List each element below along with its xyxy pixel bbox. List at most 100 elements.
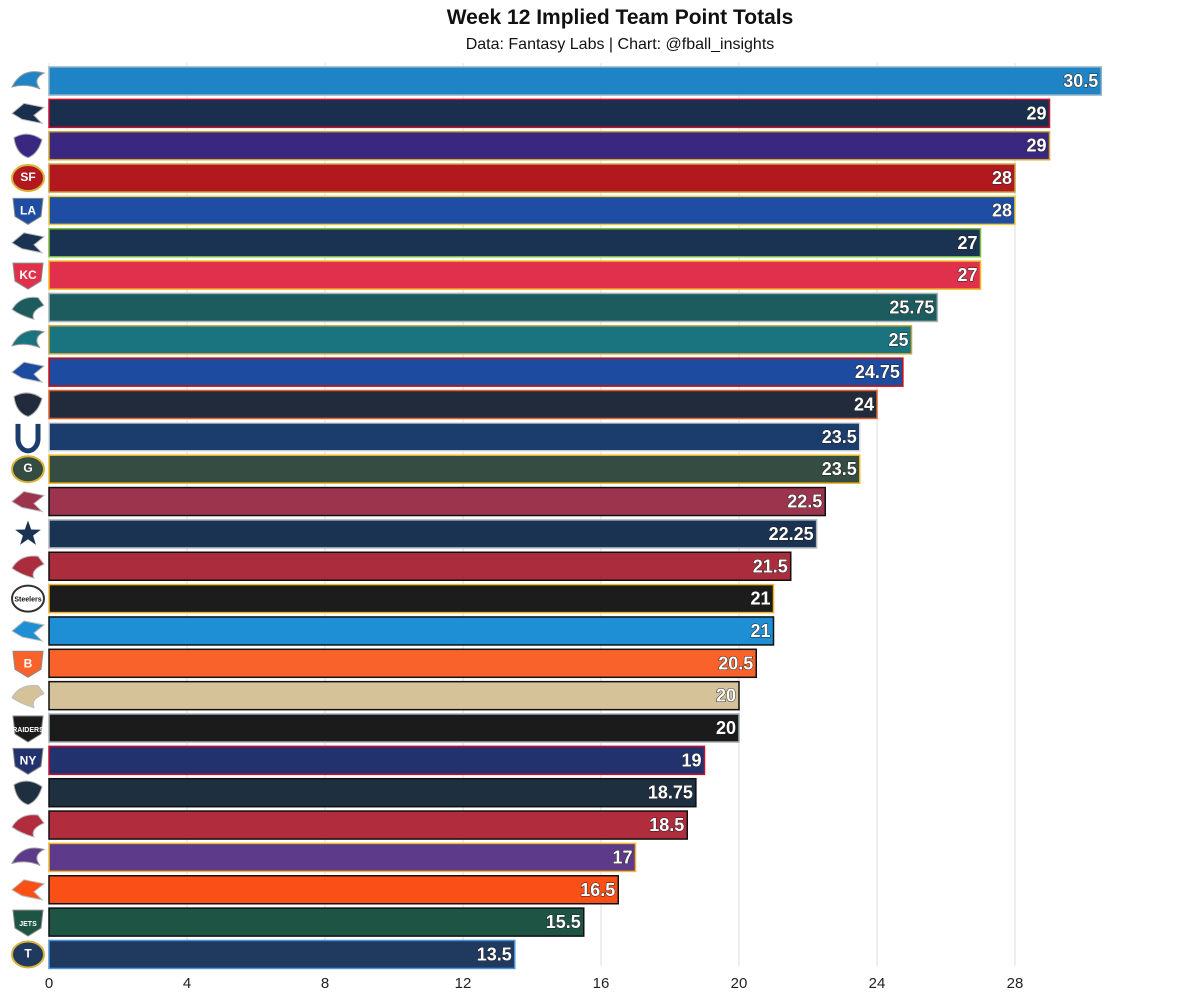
svg-text:B: B bbox=[24, 656, 33, 670]
bengal-icon: B bbox=[12, 650, 44, 678]
value-label: 30.5 bbox=[1063, 71, 1098, 91]
value-label: 17 bbox=[612, 847, 632, 867]
horseshoe-icon bbox=[15, 423, 41, 454]
ny-icon: NY bbox=[12, 747, 44, 775]
patriot-icon bbox=[11, 102, 46, 125]
value-label: 27 bbox=[957, 265, 977, 285]
flag-icon bbox=[11, 555, 45, 580]
svg-text:SF: SF bbox=[20, 170, 35, 184]
value-label: 18.5 bbox=[649, 815, 684, 835]
value-label: 29 bbox=[1026, 103, 1046, 123]
eagle-icon bbox=[11, 296, 45, 321]
x-tick-label: 12 bbox=[455, 975, 472, 992]
bar-nyj bbox=[48, 907, 585, 937]
arrowhead-icon: KC bbox=[12, 262, 44, 290]
raven-icon bbox=[13, 133, 43, 159]
bar-hou bbox=[48, 777, 697, 808]
value-label: 22.25 bbox=[769, 524, 814, 544]
svg-text:RAIDERS: RAIDERS bbox=[12, 727, 44, 734]
svg-text:LA: LA bbox=[20, 203, 36, 217]
viking-icon bbox=[11, 847, 46, 866]
x-tick-label: 28 bbox=[1007, 975, 1024, 992]
bar-buf bbox=[48, 357, 904, 387]
value-label: 28 bbox=[992, 168, 1012, 188]
bars: 30.529292828272725.752524.752423.523.522… bbox=[48, 66, 1102, 970]
raiders-shield-icon: RAIDERS bbox=[12, 715, 44, 743]
value-label: 29 bbox=[1026, 136, 1046, 156]
bar-gb bbox=[48, 454, 861, 484]
lion-icon bbox=[11, 71, 46, 90]
bar-lv bbox=[48, 713, 740, 743]
buffalo-icon bbox=[11, 361, 46, 383]
svg-text:JETS: JETS bbox=[19, 921, 37, 928]
bar-pit bbox=[48, 583, 775, 614]
g-oval-icon: G bbox=[11, 455, 45, 484]
la-ram-icon: LA bbox=[12, 197, 44, 225]
bar-ari bbox=[48, 486, 826, 517]
value-label: 27 bbox=[957, 233, 977, 253]
value-label: 19 bbox=[681, 750, 701, 770]
bar-ind bbox=[48, 422, 861, 452]
bar-ten bbox=[48, 939, 516, 970]
titans-icon: T bbox=[11, 940, 45, 969]
value-label: 20 bbox=[716, 686, 736, 706]
seahawk-icon bbox=[11, 232, 46, 254]
value-label: 21.5 bbox=[753, 556, 788, 576]
falcon-icon bbox=[11, 814, 45, 838]
bear-icon bbox=[13, 392, 43, 418]
bar-min bbox=[48, 842, 637, 873]
value-label: 24.75 bbox=[855, 362, 900, 382]
value-label: 21 bbox=[750, 589, 770, 609]
chart-title: Week 12 Implied Team Point Totals bbox=[446, 6, 794, 29]
star-icon bbox=[12, 517, 44, 548]
bar-det bbox=[48, 66, 1102, 96]
fleur-de-lis-icon bbox=[11, 684, 45, 709]
bar-chi bbox=[48, 389, 878, 420]
value-label: 23.5 bbox=[822, 427, 857, 447]
bar-dal bbox=[48, 519, 818, 549]
value-label: 15.5 bbox=[546, 912, 581, 932]
value-label: 25.75 bbox=[889, 297, 934, 317]
texans-icon bbox=[13, 780, 43, 806]
svg-text:KC: KC bbox=[19, 268, 37, 282]
value-label: 13.5 bbox=[477, 944, 512, 964]
bar-tb bbox=[48, 551, 792, 581]
jaguar-icon bbox=[11, 329, 46, 349]
bar-cin bbox=[48, 648, 757, 679]
team-logos: SF LA KC G Steelers B RAIDERS NY JETS T bbox=[11, 71, 46, 969]
svg-text:Steelers: Steelers bbox=[14, 597, 41, 604]
value-label: 18.75 bbox=[648, 783, 693, 803]
bar-car bbox=[48, 616, 775, 646]
helmet-icon bbox=[11, 879, 46, 901]
steelers-icon: Steelers bbox=[11, 584, 45, 613]
bar-kc bbox=[48, 260, 982, 290]
bar-sf bbox=[48, 163, 1016, 193]
cardinal-icon bbox=[11, 491, 46, 513]
x-tick-label: 24 bbox=[869, 975, 886, 992]
value-label: 21 bbox=[750, 621, 770, 641]
value-label: 22.5 bbox=[787, 492, 822, 512]
x-axis-ticks: 0 4 8 12 16 20 24 28 bbox=[45, 975, 1024, 992]
x-tick-label: 16 bbox=[593, 975, 610, 992]
x-tick-label: 20 bbox=[731, 975, 748, 992]
svg-text:G: G bbox=[23, 461, 32, 475]
bar-bal bbox=[48, 130, 1051, 161]
value-label: 20.5 bbox=[718, 653, 753, 673]
value-label: 28 bbox=[992, 200, 1012, 220]
bar-no bbox=[48, 680, 740, 711]
x-tick-label: 0 bbox=[45, 975, 53, 992]
chart-subtitle: Data: Fantasy Labs | Chart: @fball_insig… bbox=[465, 36, 775, 53]
sf-oval-icon: SF bbox=[11, 164, 45, 193]
x-tick-label: 4 bbox=[183, 975, 191, 992]
value-label: 20 bbox=[716, 718, 736, 738]
bar-atl bbox=[48, 810, 688, 840]
value-label: 23.5 bbox=[822, 459, 857, 479]
svg-text:NY: NY bbox=[20, 753, 37, 767]
bar-jax bbox=[48, 325, 913, 355]
bar-phi bbox=[48, 292, 939, 323]
x-tick-label: 8 bbox=[321, 975, 329, 992]
bar-nyg bbox=[48, 745, 706, 776]
svg-text:T: T bbox=[24, 946, 32, 960]
jets-icon: JETS bbox=[12, 909, 44, 937]
